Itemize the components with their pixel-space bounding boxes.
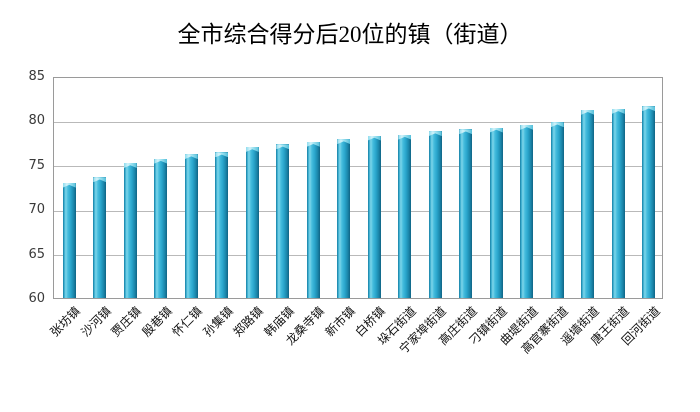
bar-宁家埠街道 bbox=[428, 131, 442, 298]
bar-回河街道 bbox=[642, 106, 656, 298]
bar-top-bevel bbox=[581, 109, 595, 115]
bar-高庄街道 bbox=[459, 129, 473, 298]
plot-area bbox=[53, 77, 663, 299]
bar-top-bevel bbox=[428, 131, 442, 137]
gridline bbox=[54, 121, 662, 123]
bar-白桥镇 bbox=[367, 135, 381, 298]
y-axis-tick-label: 60 bbox=[28, 291, 45, 306]
bar-top-bevel bbox=[337, 139, 351, 145]
bar-top-bevel bbox=[123, 163, 137, 169]
bar-top-bevel bbox=[367, 135, 381, 141]
bar-刁镇街道 bbox=[489, 127, 503, 298]
bar-top-bevel bbox=[276, 144, 290, 150]
y-axis-tick-label: 85 bbox=[28, 69, 45, 84]
bar-top-bevel bbox=[459, 129, 473, 135]
y-axis-tick-label: 80 bbox=[28, 113, 45, 129]
bar-top-bevel bbox=[62, 182, 76, 188]
bar-top-bevel bbox=[93, 177, 107, 183]
bar-top-bevel bbox=[489, 127, 503, 133]
bar-沙河镇 bbox=[93, 177, 107, 298]
bar-遥墙街道 bbox=[581, 109, 595, 298]
bar-垛石街道 bbox=[398, 134, 412, 298]
bar-龙桑寺镇 bbox=[306, 141, 320, 298]
bar-top-bevel bbox=[398, 134, 412, 140]
bar-张坊镇 bbox=[62, 182, 76, 298]
y-axis-tick-label: 65 bbox=[28, 246, 45, 262]
bar-top-bevel bbox=[215, 152, 229, 158]
bar-top-bevel bbox=[642, 106, 656, 112]
bar-高官寨街道 bbox=[550, 122, 564, 298]
bar-郑路镇 bbox=[245, 147, 259, 298]
bar-top-bevel bbox=[154, 158, 168, 164]
bar-top-bevel bbox=[550, 122, 564, 128]
bar-top-bevel bbox=[306, 141, 320, 147]
gridline bbox=[54, 255, 662, 257]
y-axis-tick-label: 75 bbox=[28, 157, 45, 173]
bar-新市镇 bbox=[337, 139, 351, 298]
y-axis-tick-label: 70 bbox=[28, 202, 45, 218]
bar-top-bevel bbox=[245, 147, 259, 153]
bar-韩庙镇 bbox=[276, 144, 290, 298]
bar-贾庄镇 bbox=[123, 163, 137, 298]
bar-怀仁镇 bbox=[184, 154, 198, 298]
gridline bbox=[54, 210, 662, 212]
bar-曲堤街道 bbox=[520, 124, 534, 298]
bar-孙集镇 bbox=[215, 152, 229, 298]
bar-top-bevel bbox=[184, 154, 198, 160]
bar-殷巷镇 bbox=[154, 158, 168, 298]
bar-top-bevel bbox=[611, 108, 625, 114]
bar-唐王街道 bbox=[611, 108, 625, 298]
gridline bbox=[54, 166, 662, 168]
chart-title: 全市综合得分后20位的镇（街道） bbox=[177, 22, 523, 47]
bar-top-bevel bbox=[520, 124, 534, 130]
